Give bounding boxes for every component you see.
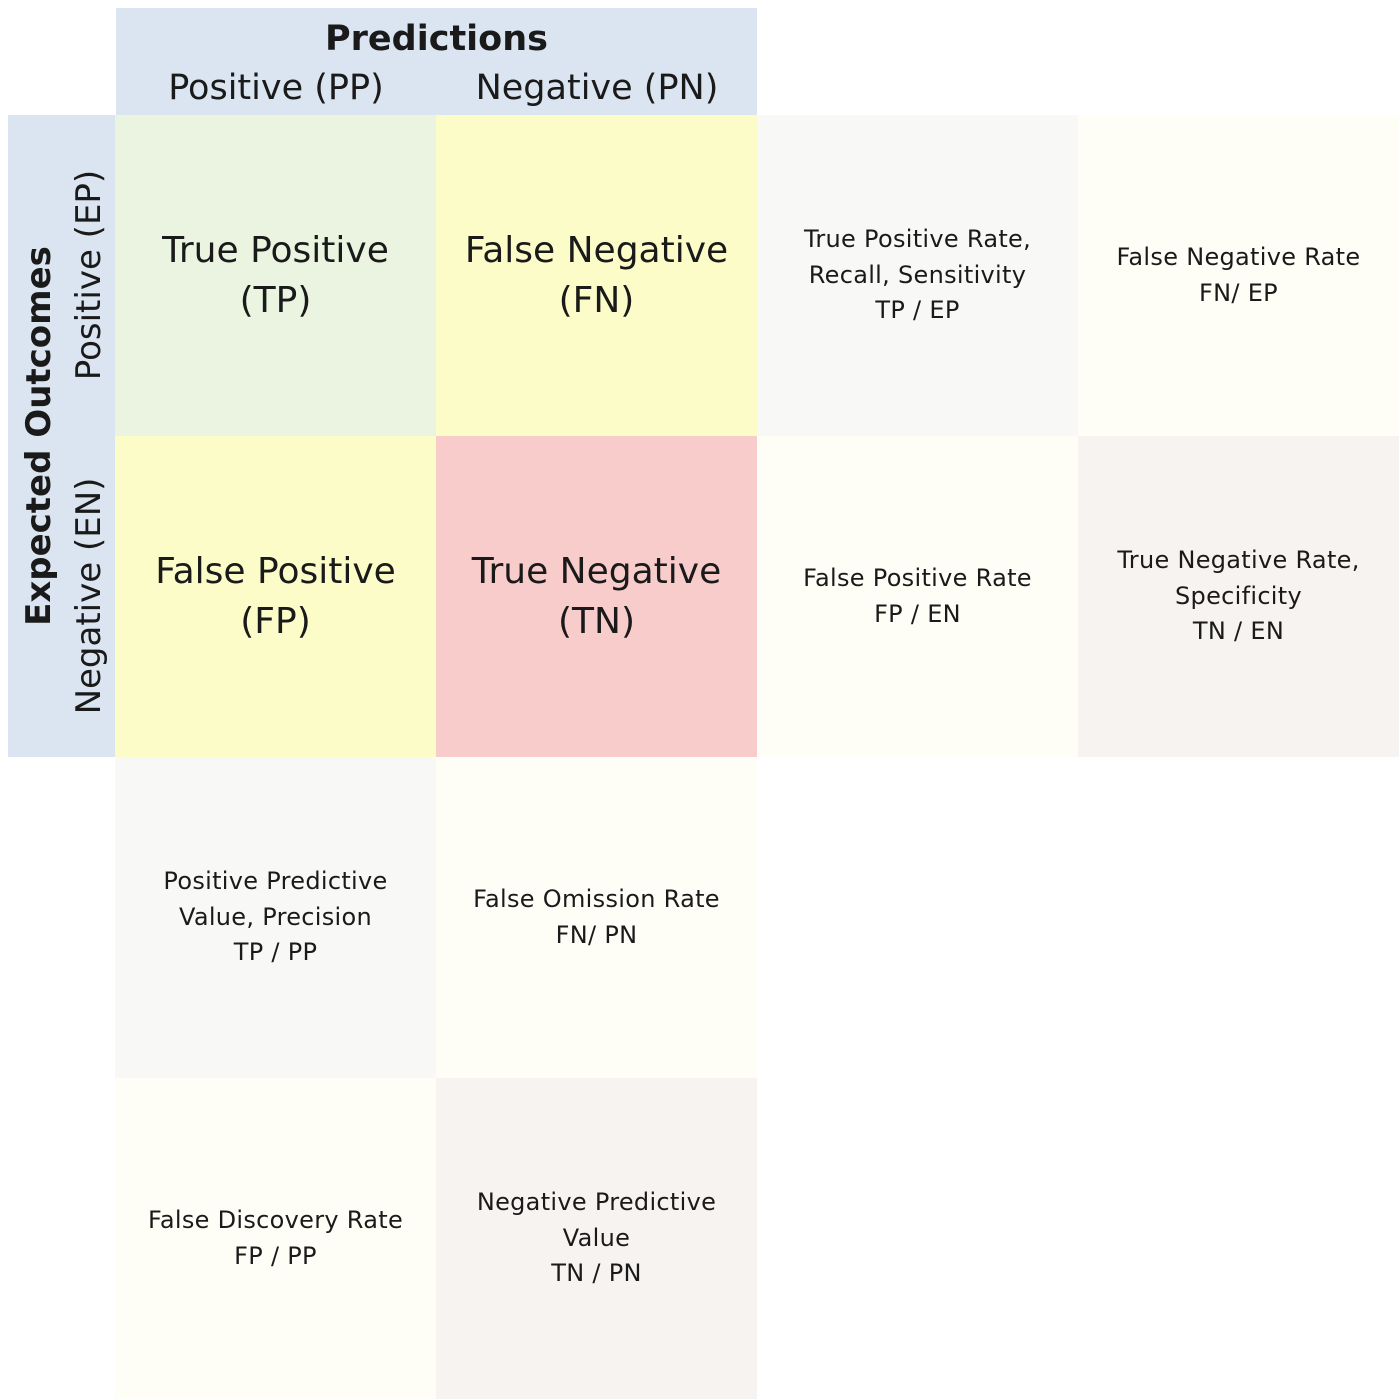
expected-outcomes-header <box>8 115 115 757</box>
column-label-negative: Negative (PN) <box>475 68 719 108</box>
true-positive-rate-cell: True Positive Rate, Recall, Sensitivity … <box>757 115 1078 436</box>
true-negative-rate-cell: True Negative Rate, Specificity TN / EN <box>1078 436 1399 757</box>
positive-predictive-value-cell: Positive Predictive Value, Precision TP … <box>115 757 436 1078</box>
metric-formula: FP / PP <box>234 1241 317 1270</box>
false-discovery-rate-cell: False Discovery Rate FP / PP <box>115 1078 436 1399</box>
metric-formula: TN / EN <box>1192 617 1285 646</box>
metric-label: True Positive Rate, <box>803 225 1032 254</box>
metric-formula: FN/ EP <box>1199 278 1278 307</box>
metric-label: Negative Predictive <box>476 1188 717 1217</box>
metric-label: False Negative Rate <box>1116 243 1361 271</box>
metric-formula: FN/ PN <box>555 920 638 949</box>
false-positive-rate-cell: False Positive Rate FP / EN <box>757 436 1078 757</box>
metric-formula: TN / PN <box>551 1259 642 1288</box>
metric-label: False Omission Rate <box>473 885 720 913</box>
true-negative-abbrev: (TN) <box>557 600 635 642</box>
metric-formula: TP / EP <box>875 296 960 325</box>
predictions-title: Predictions <box>325 19 548 59</box>
metric-formula: FP / EN <box>874 599 961 628</box>
false-negative-abbrev: (FN) <box>558 279 635 321</box>
expected-outcomes-title: Expected Outcomes <box>19 246 59 626</box>
metric-label: Value, Precision <box>178 902 373 931</box>
metric-formula: TP / PP <box>233 938 318 967</box>
true-positive-cell: True Positive (TP) <box>115 115 436 436</box>
predictions-header <box>116 8 757 115</box>
false-negative-label: False Negative <box>464 229 729 271</box>
row-label-positive: Positive (EP) <box>69 169 109 381</box>
metric-label: Specificity <box>1175 581 1302 610</box>
true-negative-label: True Negative <box>471 550 722 592</box>
negative-predictive-value-cell: Negative Predictive Value TN / PN <box>436 1078 757 1399</box>
false-positive-cell: False Positive (FP) <box>115 436 436 757</box>
metric-label: False Discovery Rate <box>147 1206 404 1234</box>
metric-label: True Negative Rate, <box>1117 546 1360 575</box>
metric-label: Recall, Sensitivity <box>808 260 1027 289</box>
false-negative-rate-cell: False Negative Rate FN/ EP <box>1078 115 1399 436</box>
metric-label: Value <box>562 1223 631 1252</box>
row-label-negative: Negative (EN) <box>69 477 109 715</box>
metric-label: False Positive Rate <box>803 564 1032 592</box>
metric-label: Positive Predictive <box>163 867 388 896</box>
false-positive-label: False Positive <box>155 550 396 592</box>
false-positive-abbrev: (FP) <box>240 600 311 642</box>
true-negative-cell: True Negative (TN) <box>436 436 757 757</box>
false-negative-cell: False Negative (FN) <box>436 115 757 436</box>
false-omission-rate-cell: False Omission Rate FN/ PN <box>436 757 757 1078</box>
true-positive-label: True Positive <box>162 229 389 271</box>
column-label-positive: Positive (PP) <box>168 68 384 108</box>
true-positive-abbrev: (TP) <box>239 279 312 321</box>
